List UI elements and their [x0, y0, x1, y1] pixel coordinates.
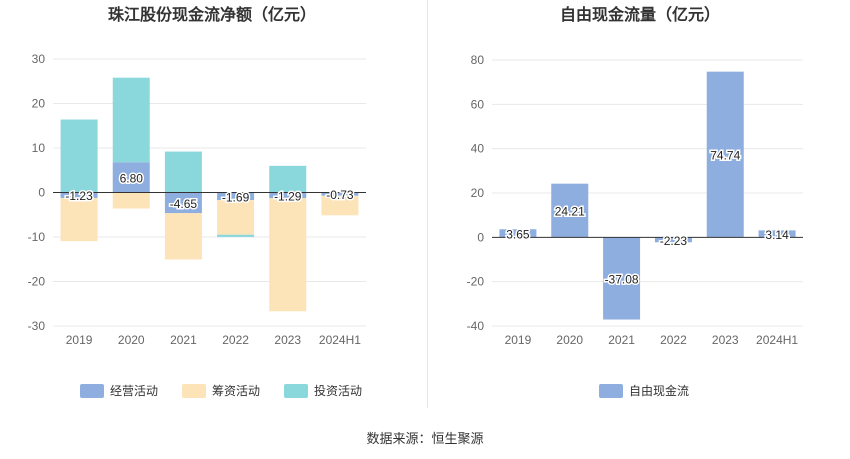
y-tick-label: 30	[32, 52, 46, 66]
bar	[269, 165, 307, 193]
bar	[654, 237, 692, 243]
x-tick-label: 2023	[274, 333, 301, 347]
data-label: -1.29	[274, 189, 302, 203]
y-tick-label: -30	[28, 319, 46, 333]
x-tick-label: 2019	[66, 333, 93, 347]
data-label: -37.08	[605, 272, 639, 286]
y-tick-label: -10	[28, 230, 46, 244]
x-tick-label: 2024H1	[756, 333, 798, 347]
bar	[112, 162, 150, 193]
bar	[112, 192, 150, 209]
y-tick-label: 0	[38, 186, 45, 200]
chart-title: 自由现金流量（亿元）	[560, 5, 720, 24]
legend-label: 经营活动	[110, 384, 159, 398]
data-label: -2.23	[660, 234, 688, 248]
legend-item[interactable]: 投资活动	[284, 382, 362, 399]
data-label: -0.73	[326, 188, 354, 202]
y-tick-label: 40	[471, 142, 485, 156]
bar	[60, 119, 98, 193]
bar	[758, 230, 796, 238]
data-label: 6.80	[120, 171, 144, 185]
source-note: 数据来源：恒生聚源	[366, 431, 484, 446]
y-tick-label: -20	[467, 275, 485, 289]
data-label: -1.23	[65, 189, 93, 203]
bar	[112, 77, 150, 163]
x-tick-label: 2019	[505, 333, 532, 347]
bar	[269, 198, 307, 312]
data-label: 3.14	[765, 228, 789, 242]
bar	[499, 229, 537, 238]
x-tick-label: 2023	[712, 333, 739, 347]
y-tick-label: 80	[471, 53, 485, 67]
x-tick-label: 2022	[222, 333, 249, 347]
legend-label: 投资活动	[314, 384, 363, 398]
y-tick-label: 20	[32, 97, 46, 111]
legend-swatch	[80, 383, 104, 398]
bar	[706, 71, 744, 238]
legend-item[interactable]: 自由现金流	[599, 382, 689, 399]
bar	[217, 192, 255, 201]
x-tick-label: 2022	[660, 333, 687, 347]
x-tick-label: 2020	[556, 333, 583, 347]
bar	[321, 192, 359, 196]
legend-swatch	[599, 383, 623, 398]
legend-label: 自由现金流	[629, 384, 690, 398]
y-tick-label: -40	[467, 319, 485, 333]
legend-cash-flow: 经营活动 筹资活动 投资活动	[80, 382, 362, 399]
chart-title: 珠江股份现金流净额（亿元）	[108, 5, 316, 24]
y-tick-label: 10	[32, 141, 46, 155]
data-label: 24.21	[555, 205, 585, 219]
x-tick-label: 2021	[170, 333, 197, 347]
chart-panel-1: 自由现金流量（亿元） 80 60 40 20 0 -20 -40 2019 2020 2021 202…	[467, 5, 803, 347]
data-label: -1.69	[222, 190, 250, 204]
bar	[60, 192, 98, 198]
bar	[164, 151, 202, 193]
bar	[603, 237, 641, 320]
bar	[164, 192, 202, 214]
bar	[551, 183, 589, 238]
data-label: 3.65	[506, 227, 530, 241]
bar	[321, 195, 359, 216]
y-tick-label: 20	[471, 186, 485, 200]
bar	[217, 200, 255, 235]
legend-swatch	[182, 383, 207, 398]
chart-panel-0: 珠江股份现金流净额（亿元） 30 20 10 0 -10 -20 -30 2019 2020 202…	[28, 5, 366, 347]
y-tick-label: 0	[477, 230, 484, 244]
bar	[269, 192, 307, 199]
data-label: 74.74	[710, 148, 740, 162]
y-tick-label: -20	[28, 275, 46, 289]
legend-item[interactable]: 筹资活动	[182, 382, 260, 399]
x-tick-label: 2020	[118, 333, 145, 347]
data-label: -4.65	[170, 197, 198, 211]
x-tick-label: 2024H1	[319, 333, 361, 347]
legend-label: 筹资活动	[212, 384, 261, 398]
legend-swatch	[284, 383, 309, 398]
legend-free-cash-flow: 自由现金流	[599, 382, 689, 399]
bar	[60, 197, 98, 242]
panel-divider	[427, 0, 428, 408]
bar	[217, 234, 255, 237]
y-tick-label: 60	[471, 97, 485, 111]
bar	[164, 213, 202, 260]
legend-item[interactable]: 经营活动	[80, 382, 158, 399]
x-tick-label: 2021	[608, 333, 635, 347]
